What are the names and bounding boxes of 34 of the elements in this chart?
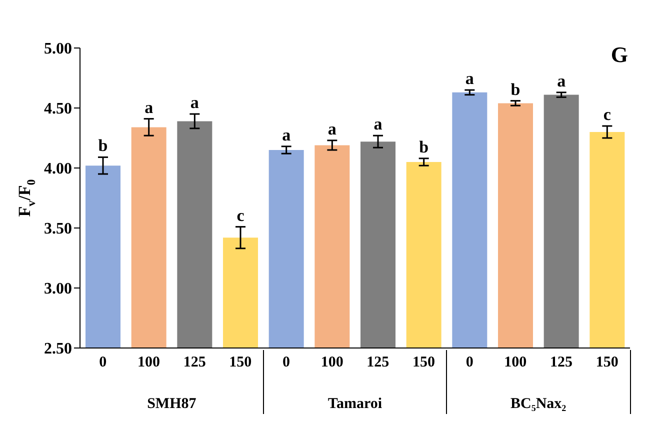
data-label: b <box>419 137 429 156</box>
data-label: a <box>557 71 566 90</box>
data-label: c <box>236 206 245 225</box>
x-tick-label: 0 <box>282 354 290 371</box>
text: Tamaroi <box>326 396 384 413</box>
y-tick-label: 4.50 <box>44 100 72 118</box>
x-tick-label: 125 <box>183 354 206 371</box>
text: BC₅Nax₂ <box>509 396 568 413</box>
x-tick-label: 0 <box>99 354 107 371</box>
data-label: c <box>603 105 612 124</box>
y-tick-label: 3.00 <box>44 280 72 298</box>
x-tick-label: 150 <box>412 354 435 371</box>
data-label: b <box>98 136 108 156</box>
x-tick-label: 125 <box>550 354 572 371</box>
data-label: a <box>374 114 383 134</box>
y-tick-label: 4.00 <box>44 160 72 178</box>
chart-title: G <box>610 42 628 68</box>
x-tick-label: 100 <box>138 354 160 371</box>
data-label: a <box>465 69 474 88</box>
x-tick-label: 125 <box>366 354 390 371</box>
data-label: a <box>282 125 292 144</box>
data-label: a <box>328 119 337 138</box>
x-tick-label: 150 <box>596 354 618 371</box>
text: SMH87 <box>146 396 198 413</box>
x-tick-label: 100 <box>320 354 344 371</box>
x-tick-label: 150 <box>229 354 252 371</box>
data-label: a <box>190 93 200 112</box>
data-label: b <box>510 80 520 99</box>
y-tick-label: 5.00 <box>44 40 72 58</box>
x-tick-label: 100 <box>504 354 527 371</box>
data-label: a <box>144 98 154 117</box>
x-tick-label: 0 <box>466 354 474 371</box>
y-tick-label: 3.50 <box>44 220 72 238</box>
y-tick-label: 2.50 <box>44 340 72 358</box>
